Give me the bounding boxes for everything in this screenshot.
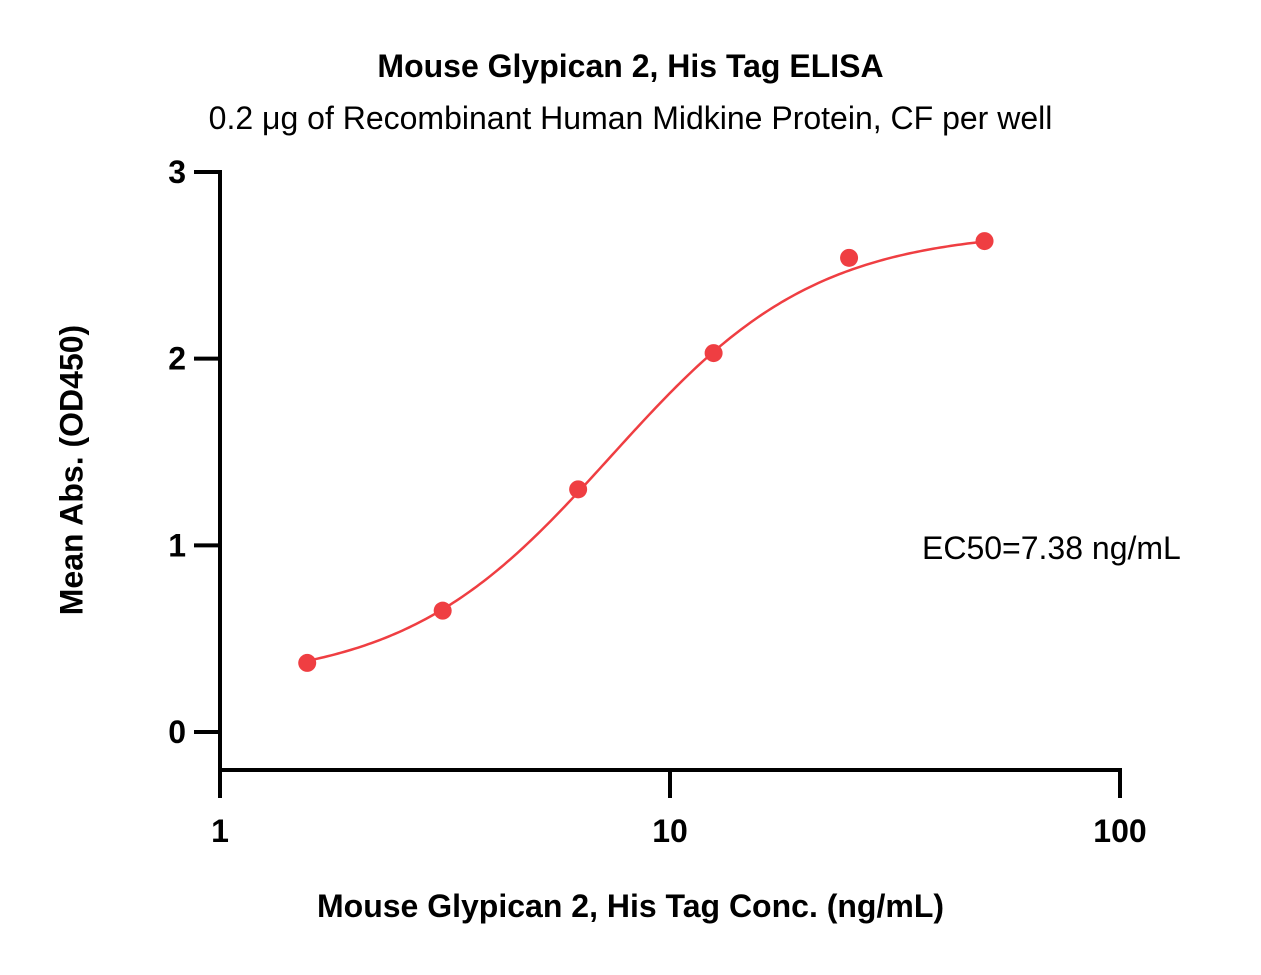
- data-point: [433, 601, 452, 620]
- x-tick-label-10: 10: [652, 813, 688, 849]
- fit-curve-layer: [306, 240, 985, 663]
- data-point: [975, 232, 994, 251]
- y-tick-label-1: 1: [168, 527, 186, 563]
- y-tick-label-2: 2: [168, 341, 186, 377]
- data-point: [840, 248, 859, 267]
- y-tick-label-3: 3: [168, 154, 186, 190]
- x-tick-label-1: 1: [211, 813, 229, 849]
- data-point: [704, 344, 723, 363]
- x-axis-label: Mouse Glypican 2, His Tag Conc. (ng/mL): [316, 888, 945, 924]
- chart-title: Mouse Glypican 2, His Tag ELISA: [377, 48, 884, 84]
- data-points-layer: [298, 232, 994, 672]
- axes: 0 1 2 3 1 10 100: [168, 154, 1146, 849]
- data-point: [298, 653, 317, 672]
- ec50-annotation: EC50=7.38 ng/mL: [922, 530, 1181, 566]
- data-point: [569, 480, 588, 499]
- fit-curve: [306, 240, 985, 663]
- x-tick-label-100: 100: [1093, 813, 1146, 849]
- chart-subtitle: 0.2 μg of Recombinant Human Midkine Prot…: [208, 100, 1053, 136]
- y-tick-label-0: 0: [168, 714, 186, 750]
